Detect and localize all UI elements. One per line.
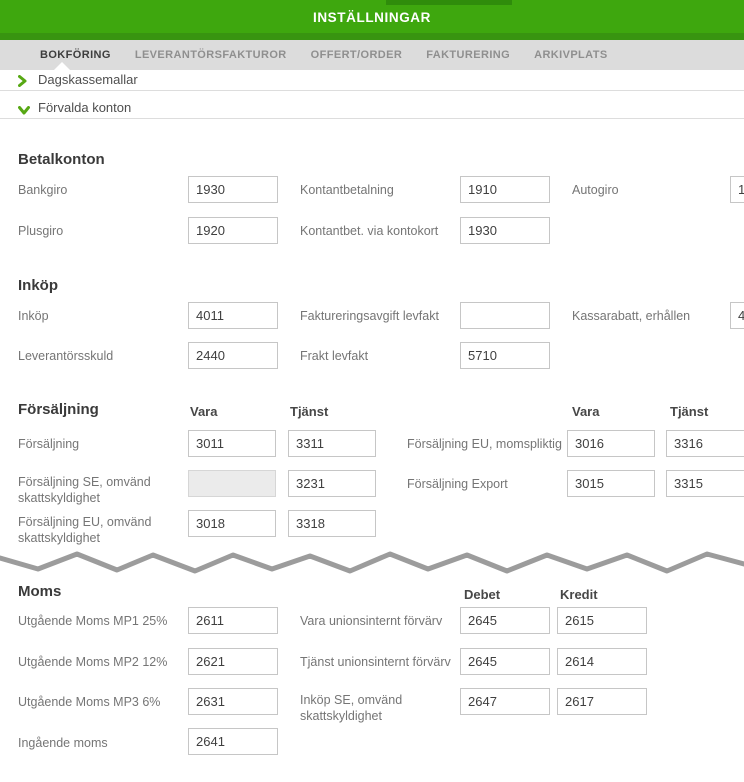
plusgiro-label: Plusgiro (18, 224, 64, 238)
section-title-moms: Moms (18, 583, 62, 600)
tab-fakturering[interactable]: FAKTURERING (426, 49, 511, 61)
forsaljning-se-omvand-label: Försäljning SE, omvänd skattskyldighet (18, 475, 151, 505)
tab-offert-order[interactable]: OFFERT/ORDER (310, 49, 403, 61)
bankgiro-label: Bankgiro (18, 183, 68, 197)
page-title: INSTÄLLNINGAR (312, 10, 432, 25)
tab-bokforing[interactable]: BOKFÖRING (40, 49, 111, 61)
forsaljning-eu-momspliktig-tjanst-input[interactable] (666, 430, 744, 457)
inkop-se-omvand-debet-input[interactable] (460, 688, 550, 715)
forsaljning-export-vara-input[interactable] (567, 470, 655, 497)
inkop-input[interactable] (188, 302, 278, 329)
active-tab-pointer (54, 62, 70, 70)
plusgiro-input[interactable] (188, 217, 278, 244)
column-header-vara: Vara (190, 404, 218, 419)
ingaende-moms-input[interactable] (188, 728, 278, 755)
leverantorsskuld-label: Leverantörsskuld (18, 349, 114, 363)
column-header-kredit: Kredit (560, 587, 598, 602)
forsaljning-se-omvand-tjanst-input[interactable] (288, 470, 376, 497)
accordion-label: Förvalda konton (38, 100, 132, 115)
frakt-levfakt-label: Frakt levfakt (300, 349, 369, 363)
utgaende-moms-mp2-label: Utgående Moms MP2 12% (18, 655, 168, 669)
forsaljning-eu-momspliktig-vara-input[interactable] (567, 430, 655, 457)
utgaende-moms-mp1-label: Utgående Moms MP1 25% (18, 614, 168, 628)
active-nav-tab-remnant (386, 0, 512, 5)
tab-arkivplats[interactable]: ARKIVPLATS (534, 49, 608, 61)
utgaende-moms-mp1-input[interactable] (188, 607, 278, 634)
column-header-debet: Debet (464, 587, 501, 602)
accordion-forvalda-konton[interactable]: Förvalda konton (0, 96, 744, 119)
settings-tab-bar: BOKFÖRING LEVERANTÖRSFAKTUROR OFFERT/ORD… (0, 40, 744, 70)
tab-leverantorsfakturor[interactable]: LEVERANTÖRSFAKTUROR (134, 49, 287, 61)
inkop-se-omvand-kredit-input[interactable] (557, 688, 647, 715)
frakt-levfakt-input[interactable] (460, 342, 550, 369)
forsaljning-export-tjanst-input[interactable] (666, 470, 744, 497)
kassarabatt-input[interactable] (730, 302, 744, 329)
vara-unionsinternt-kredit-input[interactable] (557, 607, 647, 634)
utgaende-moms-mp3-input[interactable] (188, 688, 278, 715)
leverantorsskuld-input[interactable] (188, 342, 278, 369)
forsaljning-vara-input[interactable] (188, 430, 276, 457)
header-bottom-strip (0, 33, 744, 40)
column-header-tjanst: Tjänst (290, 404, 329, 419)
autogiro-input[interactable] (730, 176, 744, 203)
bankgiro-input[interactable] (188, 176, 278, 203)
forsaljning-eu-omvand-tjanst-input[interactable] (288, 510, 376, 537)
forsaljning-export-label: Försäljning Export (407, 477, 508, 491)
utgaende-moms-mp3-label: Utgående Moms MP3 6% (18, 695, 161, 709)
page-header: INSTÄLLNINGAR (0, 0, 744, 40)
tjanst-unionsinternt-label: Tjänst unionsinternt förvärv (300, 655, 451, 669)
faktureringsavgift-levfakt-input[interactable] (460, 302, 550, 329)
chevron-down-icon (18, 102, 30, 120)
forsaljning-tjanst-input[interactable] (288, 430, 376, 457)
accordion-label: Dagskassemallar (38, 72, 138, 87)
vara-unionsinternt-debet-input[interactable] (460, 607, 550, 634)
autogiro-label: Autogiro (572, 183, 619, 197)
forsaljning-eu-momspliktig-label: Försäljning EU, momspliktig (407, 437, 562, 451)
forsaljning-label: Försäljning (18, 437, 80, 451)
kontantbetalning-label: Kontantbetalning (300, 183, 394, 197)
section-title-forsaljning: Försäljning (18, 401, 99, 418)
column-header-tjanst: Tjänst (670, 404, 709, 419)
inkop-se-omvand-label: Inköp SE, omvänd skattskyldighet (300, 693, 403, 723)
forsaljning-eu-omvand-label: Försäljning EU, omvänd skattskyldighet (18, 515, 152, 545)
forsaljning-se-omvand-vara-input (188, 470, 276, 497)
column-header-vara: Vara (572, 404, 600, 419)
kontantbet-kontokort-label: Kontantbet. via kontokort (300, 224, 439, 238)
vara-unionsinternt-label: Vara unionsinternt förvärv (300, 614, 443, 628)
section-title-inkop: Inköp (18, 277, 58, 294)
inkop-label: Inköp (18, 309, 49, 323)
ingaende-moms-label: Ingående moms (18, 736, 108, 750)
torn-screenshot-divider (0, 551, 744, 574)
tjanst-unionsinternt-kredit-input[interactable] (557, 648, 647, 675)
section-title-betalkonton: Betalkonton (18, 151, 105, 168)
chevron-right-icon (18, 74, 27, 92)
accordion-dagskassemallar[interactable]: Dagskassemallar (0, 70, 744, 91)
kontantbetalning-input[interactable] (460, 176, 550, 203)
kassarabatt-label: Kassarabatt, erhållen (572, 309, 691, 323)
utgaende-moms-mp2-input[interactable] (188, 648, 278, 675)
kontantbet-kontokort-input[interactable] (460, 217, 550, 244)
forsaljning-eu-omvand-vara-input[interactable] (188, 510, 276, 537)
tjanst-unionsinternt-debet-input[interactable] (460, 648, 550, 675)
faktureringsavgift-levfakt-label: Faktureringsavgift levfakt (300, 309, 439, 323)
